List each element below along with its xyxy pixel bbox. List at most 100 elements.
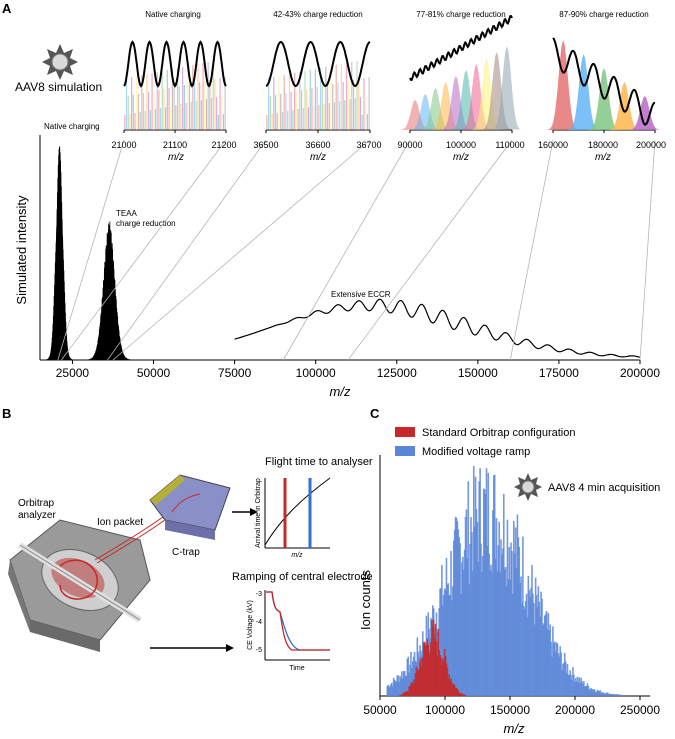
hist-bar-modified bbox=[407, 656, 410, 696]
main-x-tick-label: 25000 bbox=[56, 366, 90, 380]
hist-bar-modified bbox=[483, 489, 486, 696]
ctrap-label: C-trap bbox=[172, 547, 200, 558]
hist-bar-modified bbox=[612, 693, 614, 696]
hist-bar-modified bbox=[616, 694, 619, 696]
hist-bar-modified bbox=[396, 675, 399, 696]
hist-bar-modified bbox=[408, 672, 410, 696]
hist-bar-modified bbox=[560, 652, 562, 696]
hist-bar-modified bbox=[478, 481, 481, 696]
hist-bar-standard bbox=[417, 671, 420, 696]
hist-bar-modified bbox=[521, 603, 523, 696]
ramp-xlabel: Time bbox=[289, 665, 304, 672]
hist-bar-modified bbox=[566, 663, 569, 696]
ramp-tick: -5 bbox=[256, 647, 262, 654]
hist-bar-modified bbox=[533, 624, 536, 696]
hist-bar-modified bbox=[589, 689, 592, 696]
hist-bar-modified bbox=[523, 608, 526, 696]
hist-bar-standard bbox=[438, 649, 440, 696]
hist-bar-modified bbox=[510, 542, 512, 696]
inset-xlabel: m/z bbox=[595, 152, 611, 163]
hist-x-label: m/z bbox=[504, 721, 525, 736]
hist-bar-modified bbox=[461, 562, 463, 696]
hist-bar-modified bbox=[472, 571, 474, 696]
hist-bar-modified bbox=[517, 537, 520, 696]
ramp-tick: -3 bbox=[256, 591, 262, 598]
inset-tick: 21200 bbox=[211, 140, 236, 150]
hist-bar-modified bbox=[460, 593, 462, 696]
hist-bar-modified bbox=[592, 689, 594, 696]
hist-bar-modified bbox=[513, 553, 516, 696]
hist-bar-modified bbox=[515, 568, 518, 696]
hist-bar-modified bbox=[398, 682, 400, 696]
hist-bar-modified bbox=[442, 594, 445, 696]
hist-bar-modified bbox=[402, 670, 405, 696]
flight-title: Flight time to analyser bbox=[265, 456, 373, 468]
hist-bar-modified bbox=[518, 546, 521, 696]
flight-xlabel: m/z bbox=[291, 552, 303, 559]
hist-bar-standard bbox=[440, 657, 442, 696]
hist-bar-modified bbox=[496, 571, 499, 696]
hist-bars bbox=[386, 465, 622, 696]
ramp-plot: -3 -4 -5 CE Voltage (kV) Time bbox=[247, 590, 330, 672]
hist-bar-modified bbox=[576, 676, 579, 696]
hist-bar-modified bbox=[447, 583, 450, 696]
hist-bar-modified bbox=[500, 539, 502, 696]
hist-bar-modified bbox=[442, 605, 444, 696]
hist-bar-modified bbox=[528, 590, 531, 696]
hist-bar-modified bbox=[601, 692, 603, 696]
hist-bar-modified bbox=[416, 637, 419, 696]
inset-connector-line bbox=[112, 139, 371, 361]
inset-connector-lines bbox=[57, 139, 656, 361]
hist-bar-modified bbox=[552, 626, 554, 696]
inset-title: 42-43% charge reduction bbox=[273, 10, 362, 19]
hist-bar-standard bbox=[413, 682, 416, 696]
inset-tick: 100000 bbox=[446, 140, 476, 150]
hist-bar-modified bbox=[578, 677, 581, 696]
virus-label: AAV8 simulation bbox=[15, 80, 102, 94]
main-x-tick-label: 100000 bbox=[296, 366, 336, 380]
hist-bar-standard bbox=[414, 673, 417, 696]
hist-bar-modified bbox=[603, 692, 605, 696]
hist-bar-modified bbox=[604, 693, 607, 696]
hist-bar-standard bbox=[423, 641, 426, 696]
hist-bar-standard bbox=[441, 665, 443, 696]
hist-bar-modified bbox=[579, 682, 582, 696]
hist-bar-standard bbox=[422, 642, 425, 696]
hist-bar-modified bbox=[581, 681, 583, 696]
hist-bar-standard bbox=[446, 667, 449, 696]
hist-bar-modified bbox=[404, 675, 407, 696]
hist-bar-modified bbox=[503, 568, 506, 696]
hist-bar-modified bbox=[450, 551, 452, 696]
hist-x-tick-label: 200000 bbox=[555, 703, 595, 717]
hist-bar-standard bbox=[462, 694, 465, 696]
annotation-eccr: Extensive ECCR bbox=[331, 290, 391, 299]
hist-bar-modified bbox=[603, 693, 606, 696]
inset-native: Native charging 21000 21100 21200 m/z bbox=[111, 10, 236, 163]
hist-bar-modified bbox=[590, 687, 592, 696]
main-x-tick-label: 125000 bbox=[377, 366, 417, 380]
hist-bar-standard bbox=[410, 683, 412, 696]
hist-bar-modified bbox=[468, 584, 470, 696]
inset-charge-state-peak bbox=[567, 54, 600, 130]
hist-bar-modified bbox=[536, 607, 539, 696]
panel-label-a: A bbox=[2, 1, 12, 16]
hist-x-tick-label: 50000 bbox=[363, 703, 397, 717]
hist-bar-modified bbox=[597, 690, 600, 696]
orbitrap-housing-front bbox=[30, 620, 100, 652]
hist-bar-modified bbox=[401, 678, 404, 696]
main-x-tick-label: 175000 bbox=[539, 366, 579, 380]
hist-bar-modified bbox=[388, 687, 390, 696]
hist-bar-modified bbox=[479, 468, 481, 696]
hist-bar-modified bbox=[456, 521, 459, 696]
hist-bar-modified bbox=[608, 693, 611, 696]
hist-bar-modified bbox=[584, 685, 587, 696]
hist-bar-modified bbox=[587, 685, 590, 696]
orbitrap-housing-side bbox=[8, 560, 30, 632]
hist-bar-modified bbox=[482, 488, 485, 696]
hist-bar-modified bbox=[523, 605, 525, 696]
annotation-charge-reduction: charge reduction bbox=[116, 219, 176, 228]
hist-bar-modified bbox=[477, 562, 480, 696]
hist-bar-modified bbox=[439, 588, 441, 696]
virus-label-c: AAV8 4 min acquisition bbox=[548, 482, 660, 494]
hist-bar-standard bbox=[421, 667, 423, 696]
